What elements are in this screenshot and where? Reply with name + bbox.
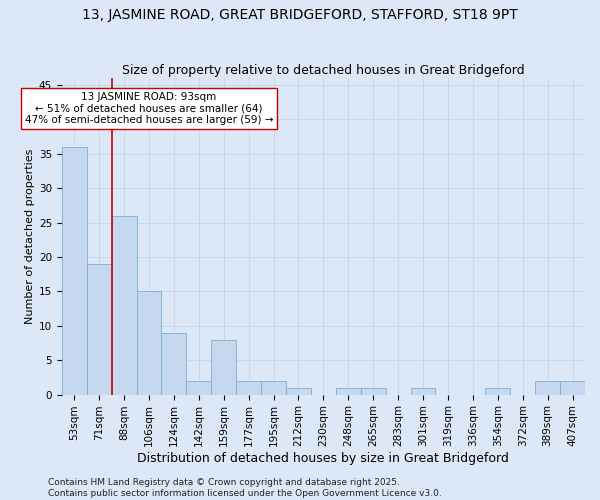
Text: 13, JASMINE ROAD, GREAT BRIDGEFORD, STAFFORD, ST18 9PT: 13, JASMINE ROAD, GREAT BRIDGEFORD, STAF…: [82, 8, 518, 22]
Bar: [211, 340, 236, 394]
Bar: [86, 264, 112, 394]
Bar: [261, 381, 286, 394]
Bar: [336, 388, 361, 394]
Bar: [62, 147, 86, 394]
Bar: [485, 388, 510, 394]
Bar: [137, 292, 161, 395]
Bar: [286, 388, 311, 394]
Bar: [161, 332, 187, 394]
Bar: [187, 381, 211, 394]
Text: Contains HM Land Registry data © Crown copyright and database right 2025.
Contai: Contains HM Land Registry data © Crown c…: [48, 478, 442, 498]
Bar: [535, 381, 560, 394]
Bar: [410, 388, 436, 394]
Title: Size of property relative to detached houses in Great Bridgeford: Size of property relative to detached ho…: [122, 64, 524, 77]
Y-axis label: Number of detached properties: Number of detached properties: [25, 148, 35, 324]
Bar: [112, 216, 137, 394]
Bar: [236, 381, 261, 394]
X-axis label: Distribution of detached houses by size in Great Bridgeford: Distribution of detached houses by size …: [137, 452, 509, 465]
Text: 13 JASMINE ROAD: 93sqm
← 51% of detached houses are smaller (64)
47% of semi-det: 13 JASMINE ROAD: 93sqm ← 51% of detached…: [25, 92, 273, 125]
Bar: [560, 381, 585, 394]
Bar: [361, 388, 386, 394]
